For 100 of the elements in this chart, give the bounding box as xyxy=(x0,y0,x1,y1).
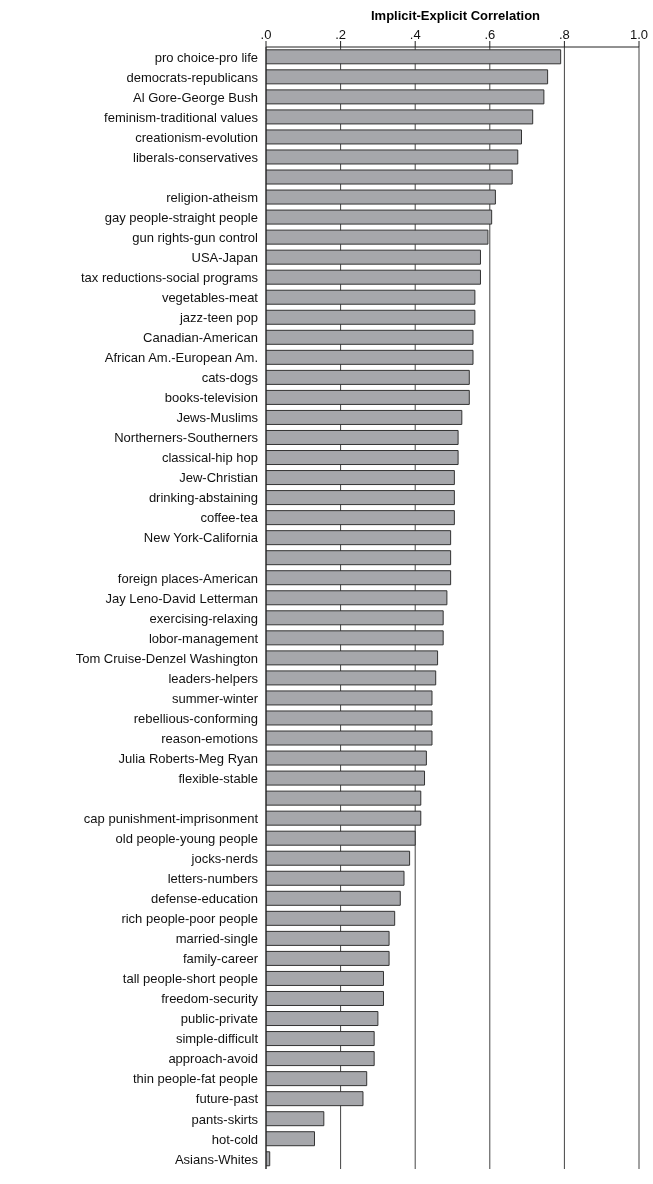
bar xyxy=(266,1091,364,1107)
y-tick-label: freedom-security xyxy=(161,991,259,1007)
x-tick-label: .4 xyxy=(409,27,421,42)
bar xyxy=(266,1051,375,1067)
bar xyxy=(266,970,384,986)
y-tick-label: Jews-Muslims xyxy=(176,410,259,426)
bar xyxy=(266,530,452,546)
y-tick-label: liberals-conservatives xyxy=(133,149,259,165)
bar xyxy=(266,950,390,966)
y-tick-label: cap punishment-imprisonment xyxy=(83,810,259,826)
bar xyxy=(266,1011,379,1027)
bar xyxy=(266,630,444,646)
bar xyxy=(266,429,459,445)
bar xyxy=(266,810,422,826)
y-tick-label: lobor-management xyxy=(148,630,259,646)
bar xyxy=(266,730,433,746)
y-tick-label: Asians-Whites xyxy=(174,1151,259,1167)
y-tick-label: Julia Roberts-Meg Ryan xyxy=(118,750,258,766)
y-tick-label: gun rights-gun control xyxy=(132,229,259,245)
y-tick-label: old people-young people xyxy=(115,831,258,847)
bar xyxy=(266,830,416,846)
y-tick-label: married-single xyxy=(175,931,258,947)
bar xyxy=(266,1031,375,1047)
bar xyxy=(266,389,470,405)
y-tick-label: reason-emotions xyxy=(161,730,259,746)
y-tick-label: books-television xyxy=(164,390,258,406)
y-tick-label: pants-skirts xyxy=(191,1111,259,1127)
bar xyxy=(266,169,513,185)
y-tick-label: New York-California xyxy=(143,530,259,546)
x-tick-label: .2 xyxy=(335,27,347,42)
y-tick-label: cats-dogs xyxy=(201,370,259,386)
y-tick-label: Al Gore-George Bush xyxy=(132,89,258,105)
y-tick-label: tax reductions-social programs xyxy=(80,270,259,286)
bar xyxy=(266,850,411,866)
y-tick-label: democrats-republicans xyxy=(126,69,259,85)
bar xyxy=(266,710,433,726)
y-tick-label: USA-Japan xyxy=(191,249,258,265)
y-tick-label: feminism-traditional values xyxy=(104,109,259,125)
x-tick-label: 1.0 xyxy=(629,27,649,42)
y-tick-label: vegetables-meat xyxy=(161,290,259,306)
bar xyxy=(266,490,455,506)
bar xyxy=(266,610,444,626)
bar xyxy=(266,1131,315,1147)
bar xyxy=(266,349,474,365)
bar xyxy=(266,570,452,586)
bar xyxy=(266,49,562,65)
y-tick-label: pro choice-pro life xyxy=(154,49,258,65)
y-tick-label: family-career xyxy=(182,951,259,967)
x-tick-label: .0 xyxy=(260,27,272,42)
bar xyxy=(266,690,433,706)
y-tick-label: African Am.-European Am. xyxy=(104,350,258,366)
bar xyxy=(266,1111,325,1127)
bar xyxy=(266,69,549,85)
y-tick-label: coffee-tea xyxy=(200,510,259,526)
bar xyxy=(266,650,439,666)
y-tick-label: leaders-helpers xyxy=(168,670,259,686)
y-tick-label: jazz-teen pop xyxy=(178,310,258,326)
bar xyxy=(266,670,437,686)
y-tick-label: Northerners-Southerners xyxy=(114,430,259,446)
bar xyxy=(266,510,455,526)
bar xyxy=(266,249,481,265)
bar xyxy=(266,770,426,786)
bar xyxy=(266,590,448,606)
y-tick-label: public-private xyxy=(180,1011,258,1027)
y-tick-label: religion-atheism xyxy=(166,189,258,205)
bar xyxy=(266,790,422,806)
bar xyxy=(266,470,455,486)
y-tick-label: flexible-stable xyxy=(178,770,258,786)
x-tick-label: .8 xyxy=(558,27,570,42)
y-tick-label: gay people-straight people xyxy=(104,209,258,225)
bar xyxy=(266,109,534,125)
y-tick-label: rebellious-conforming xyxy=(133,710,258,726)
bar xyxy=(266,229,489,245)
bar xyxy=(266,550,452,566)
bar xyxy=(266,289,476,305)
bar xyxy=(266,189,496,205)
bar xyxy=(266,870,405,886)
y-tick-label: classical-hip hop xyxy=(161,450,258,466)
bar xyxy=(266,129,523,145)
y-tick-label: thin people-fat people xyxy=(132,1071,258,1087)
y-tick-label: Jew-Christian xyxy=(179,470,258,486)
y-tick-label: tall people-short people xyxy=(122,971,258,987)
y-tick-label: hot-cold xyxy=(211,1131,258,1147)
y-tick-label: approach-avoid xyxy=(168,1051,258,1067)
bar xyxy=(266,930,390,946)
bar xyxy=(266,409,463,425)
y-tick-label: simple-difficult xyxy=(175,1031,259,1047)
bar xyxy=(266,910,396,926)
chart-title: Implicit-Explicit Correlation xyxy=(370,8,541,23)
bar xyxy=(266,309,476,325)
y-tick-label: Tom Cruise-Denzel Washington xyxy=(75,650,258,666)
x-tick-label: .6 xyxy=(484,27,496,42)
bar xyxy=(266,209,493,225)
bar xyxy=(266,990,384,1006)
bar xyxy=(266,89,545,105)
y-tick-label: defense-education xyxy=(151,891,258,907)
bar xyxy=(266,890,401,906)
y-tick-label: foreign places-American xyxy=(117,570,258,586)
bar xyxy=(266,450,459,466)
bar xyxy=(266,149,519,165)
